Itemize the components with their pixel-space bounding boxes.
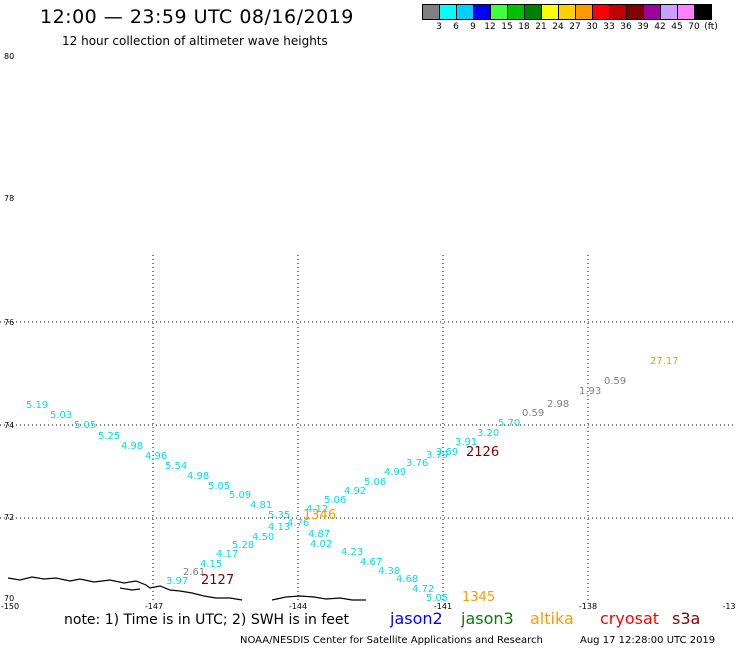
lon-labels: -150 -147 -144 -141 -138 -13 [1,602,736,611]
swh-value: 3.20 [477,428,499,439]
swh-value: 4.13 [268,522,290,533]
footer-note: note: 1) Time is in UTC; 2) SWH is in fe… [64,612,350,628]
color-scale-label: 9 [470,22,476,32]
pass-label: 2126 [466,445,499,460]
credit-text: NOAA/NESDIS Center for Satellite Applica… [240,635,543,646]
swh-value: 4.15 [200,559,222,570]
lon-label: -138 [579,602,597,611]
swh-value: 4.87 [308,529,330,540]
legend-cryosat: cryosat [600,609,660,628]
swh-value: 5.05 [426,593,448,604]
lon-label: -144 [289,602,307,611]
swh-value: 4.50 [252,532,274,543]
pass-labels: 2126 2127 1346 1345 [201,445,499,605]
swh-value: 0.59 [604,376,626,387]
color-swatch [694,4,712,20]
color-scale-label: 3 [436,22,442,32]
color-scale-label: (ft) [704,22,718,32]
swh-value: 27.17 [650,356,679,367]
pass-label: 1345 [462,590,495,605]
lon-label: -147 [145,602,163,611]
color-scale-label: 18 [518,22,530,32]
swh-value: 5.03 [50,410,72,421]
color-scale-label: 39 [637,22,649,32]
swh-value: 4.12 [306,504,328,515]
swh-value: 5.05 [208,481,230,492]
map-title: 12:00 — 23:59 UTC 08/16/2019 [40,6,354,28]
lat-labels: 80 78 76 74 72 70 [4,52,14,603]
color-scale-label: 21 [535,22,547,32]
color-scale-label: 15 [501,22,513,32]
color-scale-label: 45 [671,22,683,32]
swh-value: 5.06 [364,477,386,488]
lat-label: 72 [4,513,14,522]
lat-label: 74 [4,421,14,430]
pass-label: 1346 [303,508,336,523]
color-scale-label: 12 [484,22,496,32]
legend-altika: altika [530,609,574,628]
swh-value: 4.98 [121,441,143,452]
swh-value: 3.76 [406,458,428,469]
swh-value: 4.38 [378,566,400,577]
generated-timestamp: Aug 17 12:28:00 UTC 2019 [580,635,716,646]
swh-value: 0.59 [522,408,544,419]
color-scale-label: 27 [569,22,581,32]
swh-value: 5.25 [98,431,120,442]
swh-value: 2.61 [183,567,205,578]
color-scale-labels: 3 6 9 12 15 18 21 24 27 30 33 36 39 42 45 70 (ft) [422,22,740,34]
color-scale-label: 30 [586,22,598,32]
swh-value: 4.72 [412,584,434,595]
swh-value: 5.70 [498,418,520,429]
map-subtitle: 12 hour collection of altimeter wave hei… [62,34,328,48]
color-scale-label: 6 [453,22,459,32]
swh-value: 4.98 [187,471,209,482]
swh-value: 4.81 [250,500,272,511]
swh-value: 4.23 [341,547,363,558]
swh-value: 3.79 [426,450,448,461]
grid-lines [0,255,735,600]
lat-label: 80 [4,52,14,61]
swh-value: 4.02 [310,539,332,550]
lat-label: 70 [4,594,14,603]
lon-label: -13 [722,602,735,611]
color-scale-label: 24 [552,22,564,32]
swh-value: 5.54 [165,461,187,472]
color-scale [422,4,712,20]
swh-value: 5.19 [26,400,48,411]
swh-value: 4.96 [145,451,167,462]
legend-s3a: s3a [672,609,701,628]
swh-value: 3.91 [455,437,477,448]
swh-value: 3.69 [436,447,458,458]
legend-jason2: jason2 [390,609,443,628]
color-scale-label: 33 [603,22,615,32]
track-a-values: 5.19 5.03 5.05 5.25 4.98 4.96 5.54 4.98 … [26,400,448,604]
swh-value: 1.93 [579,386,601,397]
lon-label: -150 [1,602,19,611]
color-scale-label: 36 [620,22,632,32]
color-scale-label: 42 [654,22,666,32]
pass-label: 2127 [201,573,234,588]
swh-value: 5.05 [74,420,96,431]
swh-value: 2.98 [547,399,569,410]
swh-value: 4.92 [344,486,366,497]
swh-value: 5.28 [232,540,254,551]
lat-label: 78 [4,194,14,203]
track-b-values: 3.97 2.61 4.15 4.17 5.28 4.50 4.13 4.76 … [166,356,679,587]
coastline [7,576,366,601]
swh-value: 4.76 [287,518,309,529]
swh-value: 5.35 [268,510,290,521]
swh-value: 4.99 [384,467,406,478]
color-scale-label: 70 [688,22,700,32]
swh-value: 4.17 [216,549,238,560]
lon-label: -141 [434,602,452,611]
swh-value: 4.68 [396,574,418,585]
swh-value: 4.67 [360,557,382,568]
swh-value: 3.97 [166,576,188,587]
lat-label: 76 [4,318,14,327]
swh-value: 5.09 [229,490,251,501]
swh-value: 5.06 [324,495,346,506]
legend-jason3: jason3 [461,609,514,628]
